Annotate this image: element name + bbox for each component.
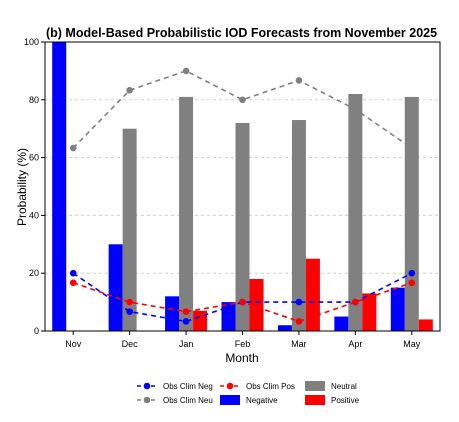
legend-obs-clim-neu-marker bbox=[143, 396, 151, 404]
bar-neutral bbox=[122, 128, 137, 331]
bar-neutral bbox=[404, 96, 419, 331]
point-obs-clim-neu bbox=[182, 67, 190, 75]
y-axis-ticks: 0 20 40 60 80 100 bbox=[24, 37, 45, 336]
legend-obs-clim-neg-marker bbox=[143, 382, 151, 390]
y-tick-label: 100 bbox=[24, 37, 39, 47]
legend-obs-clim-neg-label: Obs Clim Neg bbox=[163, 382, 213, 391]
x-tick-label: Mar bbox=[291, 339, 307, 349]
x-tick-label: Jan bbox=[179, 339, 194, 349]
point-obs-clim-pos bbox=[69, 279, 77, 287]
bar-neutral bbox=[179, 96, 194, 331]
point-obs-clim-neu bbox=[69, 144, 77, 152]
point-obs-clim-pos bbox=[239, 298, 246, 306]
bar-positive bbox=[193, 310, 208, 331]
point-obs-clim-neg bbox=[182, 318, 190, 325]
bar-negative bbox=[334, 316, 349, 331]
bar-negative bbox=[52, 42, 67, 331]
legend-negative-swatch bbox=[220, 395, 240, 405]
point-obs-clim-pos bbox=[126, 298, 133, 306]
y-tick-label: 80 bbox=[29, 95, 39, 105]
bar-negative bbox=[108, 244, 123, 331]
y-tick-label: 40 bbox=[29, 210, 39, 220]
legend-obs-clim-pos-label: Obs Clim Pos bbox=[246, 382, 295, 391]
point-obs-clim-neg bbox=[126, 308, 133, 315]
legend-negative-label: Negative bbox=[246, 396, 278, 405]
bar-negative bbox=[390, 287, 405, 331]
legend-neutral-swatch bbox=[305, 381, 325, 391]
y-axis-label: Probability (%) bbox=[15, 148, 29, 226]
bar-neutral bbox=[291, 120, 306, 331]
y-tick-label: 60 bbox=[29, 153, 39, 163]
point-obs-clim-pos bbox=[408, 279, 416, 287]
legend: Obs Clim Neg Obs Clim Pos Neutral Obs Cl… bbox=[137, 381, 360, 405]
point-obs-clim-neg bbox=[408, 269, 416, 277]
bar-neutral bbox=[348, 94, 363, 332]
point-obs-clim-pos bbox=[295, 318, 303, 325]
bar-positive bbox=[362, 293, 377, 331]
point-obs-clim-neu bbox=[126, 86, 133, 94]
y-tick-label: 0 bbox=[34, 326, 39, 336]
x-tick-label: Dec bbox=[122, 339, 139, 349]
legend-positive-label: Positive bbox=[331, 396, 360, 405]
point-obs-clim-neg bbox=[295, 298, 303, 306]
legend-obs-clim-neu-label: Obs Clim Neu bbox=[163, 396, 213, 405]
point-obs-clim-neu bbox=[352, 106, 359, 113]
bar-negative bbox=[221, 302, 236, 331]
bar-positive bbox=[305, 258, 320, 331]
x-tick-label: May bbox=[403, 339, 421, 349]
bar-neutral bbox=[235, 122, 250, 331]
point-obs-clim-pos bbox=[182, 308, 190, 315]
point-obs-clim-neu bbox=[408, 144, 416, 152]
y-tick-label: 20 bbox=[29, 268, 39, 278]
point-obs-clim-neu bbox=[295, 77, 303, 84]
point-obs-clim-pos bbox=[352, 298, 359, 306]
x-tick-label: Nov bbox=[65, 339, 82, 349]
point-obs-clim-neg bbox=[69, 269, 77, 277]
bar-negative bbox=[165, 296, 180, 331]
x-axis-label: Month bbox=[225, 351, 258, 365]
x-tick-label: Apr bbox=[348, 339, 362, 349]
bar-negative bbox=[277, 325, 292, 331]
legend-neutral-label: Neutral bbox=[331, 382, 357, 391]
bar-positive bbox=[418, 319, 433, 331]
chart-title: (b) Model-Based Probabilistic IOD Foreca… bbox=[46, 26, 437, 40]
legend-positive-swatch bbox=[305, 395, 325, 405]
legend-obs-clim-pos-marker bbox=[226, 382, 234, 390]
climatology-lines bbox=[69, 67, 416, 325]
x-axis-ticks: Nov Dec Jan Feb Mar Apr May bbox=[65, 331, 421, 349]
bars bbox=[52, 42, 433, 332]
bar-positive bbox=[249, 278, 264, 331]
x-tick-label: Feb bbox=[235, 339, 251, 349]
point-obs-clim-neu bbox=[239, 96, 246, 104]
